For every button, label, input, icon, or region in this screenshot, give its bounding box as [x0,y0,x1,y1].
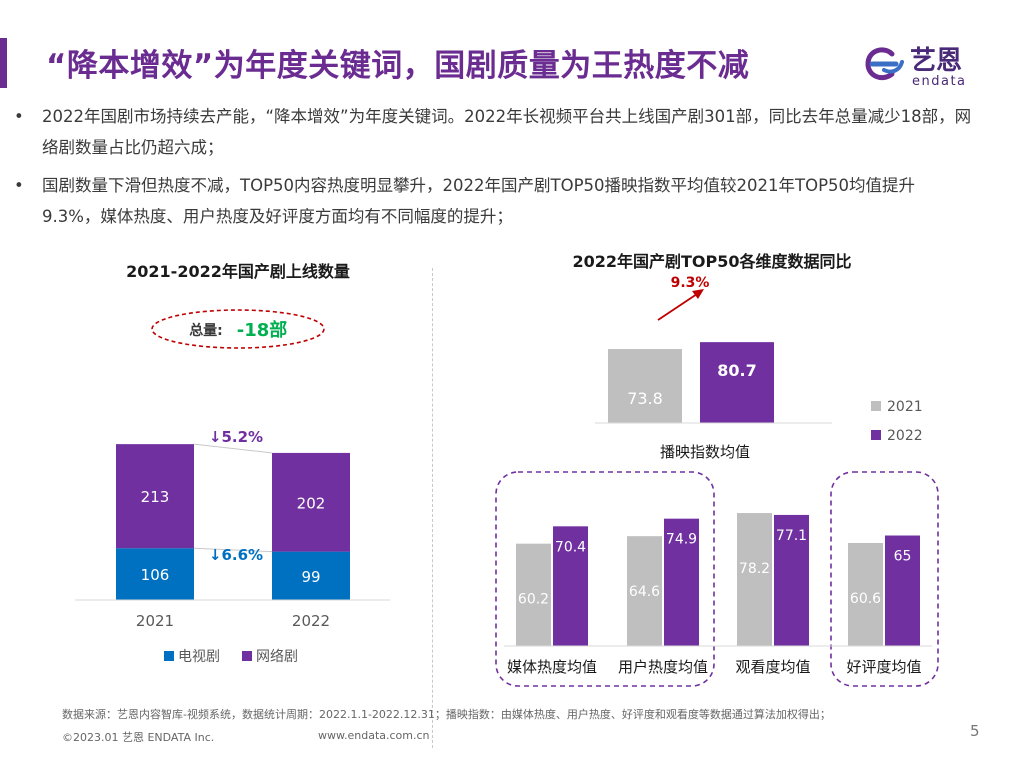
bar-network-2022 [272,452,350,552]
dimension-category-label: 用户热度均值 [618,658,708,676]
growth-label: 9.3% [671,275,710,291]
data-label-2021: 60.2 [518,592,549,608]
legend-label-2022: 2022 [887,428,923,444]
bullet-symbol: • [14,107,24,126]
main-index-bars: 73.8 80.7 [608,342,774,423]
left-chart-title: 2021-2022年国产剧上线数量 [126,262,350,281]
network-drama-change-label: ↓5.2% [209,428,263,446]
data-label-2022: 74.9 [666,532,697,548]
growth-arrow [657,291,701,321]
bar-index-2022 [700,342,774,423]
data-label-2021: 60.6 [850,591,881,607]
footer-copyright: ©2023.01 艺恩 ENDATA Inc. [62,731,215,744]
data-label-index: 80.7 [717,361,756,380]
data-label-index: 73.8 [627,389,663,408]
data-label-2022: 65 [894,549,912,565]
data-label-tv: 99 [301,568,320,586]
bar-2021-用户热度均值 [627,536,662,646]
footer-source-note: 数据来源：艺恩内容智库-视频系统，数据统计周期：2022.1.1-2022.12… [62,708,831,721]
legend-label-tv: 电视剧 [178,649,220,665]
data-label-2021: 64.6 [629,584,660,600]
data-label-network: 202 [297,494,326,512]
page-number: 5 [970,722,980,740]
bar-2022-好评度均值 [885,535,920,646]
main-category-label: 播映指数均值 [660,443,750,461]
legend-label-2021: 2021 [887,399,923,415]
endata-logo-icon [865,47,904,81]
footer-website: www.endata.com.cn [318,729,430,742]
total-callout-ellipse [151,309,325,349]
bar-2022-观看度均值 [774,514,809,646]
chart-divider [432,268,433,748]
right-bar-chart: 2022年国产剧TOP50各维度数据同比 9.3% 73.8 80.7 播映指数均… [495,252,939,687]
bar-2021-观看度均值 [737,513,772,646]
bar-tv-2021 [116,548,194,600]
legend-label-network: 网络剧 [256,649,298,665]
bullet-symbol: • [14,176,24,195]
x-tick-label: 2022 [292,612,330,630]
logo-chinese-name: 艺恩 [910,46,963,76]
dimension-category-label: 媒体热度均值 [507,658,597,676]
growth-arrow-head-icon [692,289,704,299]
bar-2021-媒体热度均值 [516,543,551,646]
total-change-value: -18部 [237,319,288,341]
bullet-text: 国剧数量下滑但热度不减，TOP50内容热度明显攀升，2022年国产剧TOP50播… [42,176,916,226]
bullet-text: 2022年国剧市场持续去产能，“降本增效”为年度关键词。2022年长视频平台共上… [42,107,972,157]
bar-2022-用户热度均值 [664,518,699,646]
connector-line [193,547,273,553]
data-label-2021: 78.2 [739,561,770,577]
legend-swatch-2022 [871,430,881,440]
bar-network-2021 [116,444,194,549]
data-label-network: 213 [141,488,170,506]
data-label-2022: 77.1 [776,528,807,544]
highlight-box-rating [830,471,939,687]
total-label: 总量: [189,322,223,339]
page-title: “降本增效”为年度关键词，国剧质量为王热度不减 [46,48,750,84]
left-stacked-bar-chart: 2021-2022年国产剧上线数量 总量: -18部 106 213 2021 99 2… [75,262,390,665]
dimension-category-label: 好评度均值 [846,658,921,676]
bar-index-2021 [608,349,682,423]
bar-2021-好评度均值 [848,542,883,646]
bar-2022-媒体热度均值 [553,526,588,646]
left-chart-marks: 106 213 2021 99 202 2022 [116,443,350,630]
legend-swatch-2021 [871,401,881,411]
legend-swatch-network [242,651,252,661]
data-label-2022: 70.4 [555,539,586,555]
right-chart-title: 2022年国产剧TOP50各维度数据同比 [572,252,851,271]
dimension-category-label: 观看度均值 [735,658,810,676]
highlight-box-heat [495,471,715,687]
tv-drama-change-label: ↓6.6% [209,546,263,564]
logo-english-name: endata [912,74,967,89]
legend-swatch-tv [164,651,174,661]
connector-line [193,443,273,454]
x-tick-label: 2021 [136,612,174,630]
bar-tv-2022 [272,551,350,600]
dimension-bars: 60.2 70.4 媒体热度均值 64.6 74.9 用户热度均值 78.2 77.1 观看度均… [507,513,922,676]
title-accent-bar [0,38,7,88]
data-label-tv: 106 [141,566,170,584]
